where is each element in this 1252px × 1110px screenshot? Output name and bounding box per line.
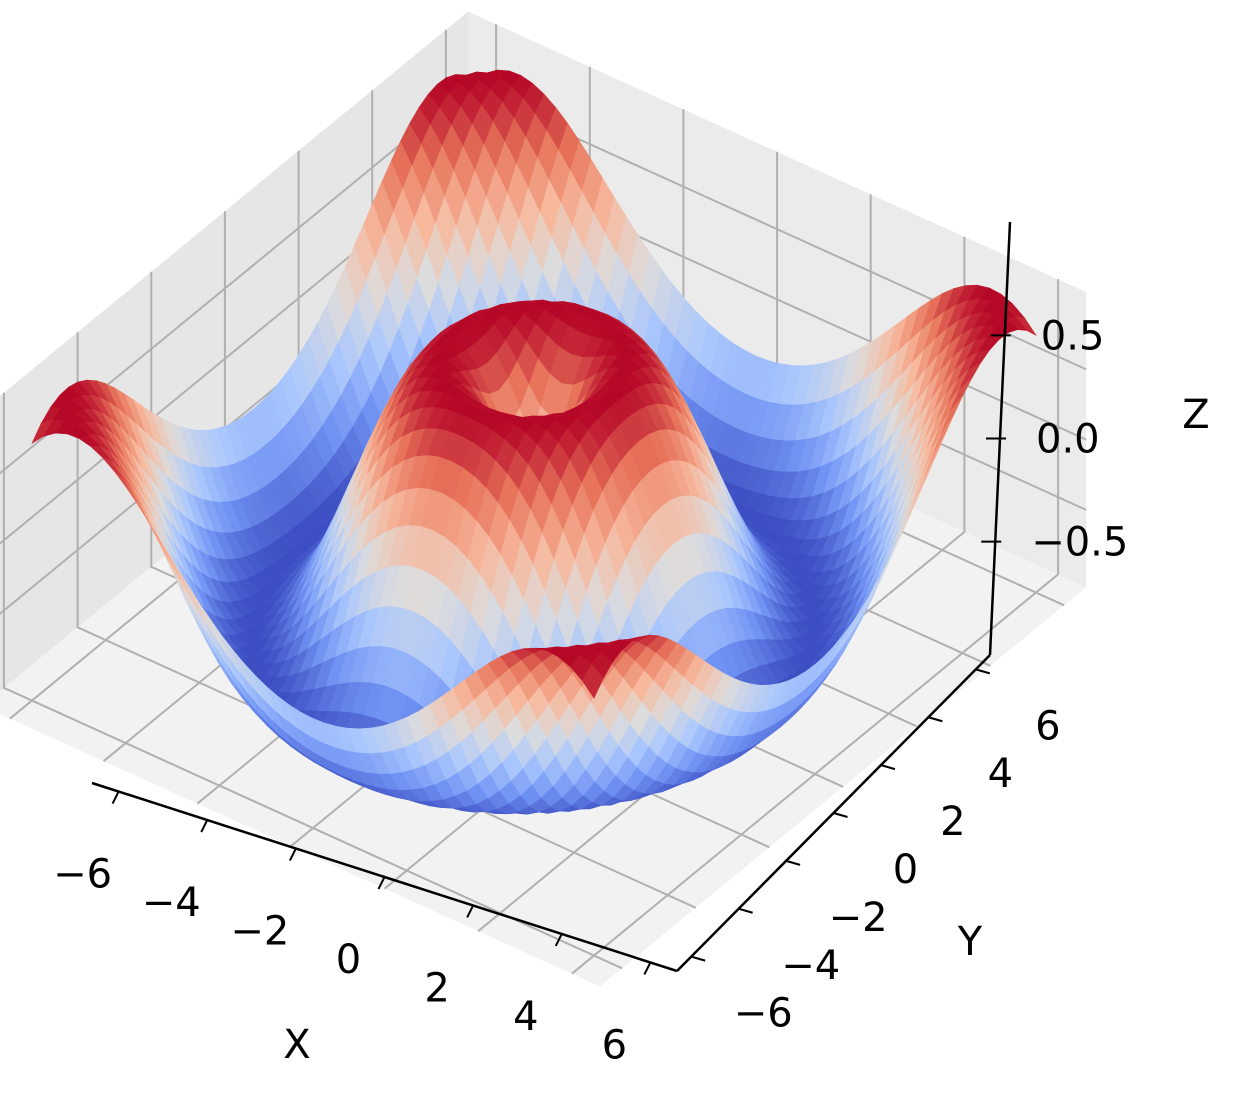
z-tick-label: −0.5 (1031, 520, 1128, 566)
y-tick-mark (690, 955, 706, 962)
x-tick-label: 2 (424, 966, 449, 1012)
y-tick-label: 6 (1035, 703, 1060, 749)
x-tick-mark (288, 848, 297, 861)
x-tick-mark (111, 791, 120, 804)
y-tick-mark (928, 716, 943, 723)
x-tick-mark (554, 933, 563, 947)
x-tick-mark (643, 962, 652, 975)
x-tick-label: −6 (53, 852, 112, 898)
z-axis-ticks: −0.5 0.0 0.5 (981, 313, 1128, 566)
y-tick-mark (738, 907, 753, 914)
y-tick-label: 0 (893, 847, 918, 893)
x-axis-ticks: −6 −4 −2 0 2 4 6 (53, 791, 652, 1069)
x-tick-mark (466, 905, 475, 918)
y-axis-label: Y (957, 919, 983, 965)
y-tick-mark (880, 764, 896, 771)
y-tick-mark (833, 812, 848, 818)
z-axis-label: Z (1182, 392, 1209, 438)
y-tick-label: −4 (781, 943, 840, 989)
x-tick-mark (200, 819, 209, 833)
x-tick-label: −4 (142, 880, 201, 926)
gridline-y (2, 392, 623, 970)
y-tick-label: 2 (940, 799, 965, 845)
y-tick-label: −2 (829, 895, 888, 941)
z-tick-label: 0.5 (1041, 313, 1105, 359)
surface-mesh (31, 69, 1037, 815)
x-tick-label: 0 (336, 937, 361, 983)
gridline-x (571, 279, 1060, 975)
x-tick-label: 6 (602, 1023, 627, 1069)
x-tick-label: −2 (230, 909, 289, 955)
y-tick-mark (785, 859, 801, 866)
y-tick-label: 4 (988, 751, 1013, 797)
x-tick-label: 4 (513, 994, 538, 1040)
x-axis-label: X (283, 1022, 310, 1068)
surface-patch (581, 663, 604, 699)
y-tick-label: −6 (734, 991, 793, 1037)
x-tick-mark (377, 876, 386, 890)
y-tick-mark (975, 668, 991, 675)
z-tick-label: 0.0 (1036, 417, 1100, 463)
